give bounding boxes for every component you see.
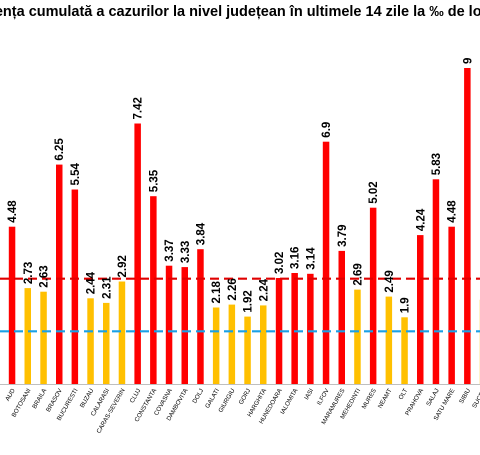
data-label: 2.31 <box>101 276 113 299</box>
tick-label: BUZAU <box>79 388 96 410</box>
tick-label: SALAJ <box>425 388 441 408</box>
data-label: 3.16 <box>290 247 302 269</box>
bar-constanta <box>150 196 157 384</box>
bar-maramures <box>338 250 345 384</box>
data-label: 2.24 <box>258 278 270 301</box>
bar-satu-mare <box>448 226 455 384</box>
data-label: 4.48 <box>7 200 19 223</box>
bar-neamt <box>385 296 393 384</box>
data-label: 2.18 <box>211 281 223 304</box>
bar-mures <box>369 207 377 384</box>
data-label: 9 <box>462 58 474 64</box>
data-label: 2.69 <box>353 263 365 285</box>
bar-iasi <box>307 273 314 384</box>
bar-ilfov <box>322 141 330 384</box>
bar-calarasi <box>103 302 110 384</box>
bar-botosani <box>24 288 31 384</box>
data-label: 3.79 <box>337 225 349 247</box>
bar-olt <box>401 317 408 384</box>
bar-harghita <box>260 305 267 384</box>
data-label: 3.02 <box>274 252 286 274</box>
data-label: 2.73 <box>23 262 35 284</box>
chart-title: dența cumulată a cazurilor la nivel jude… <box>0 4 480 20</box>
data-label: 2.44 <box>86 271 98 294</box>
tick-label: MURES <box>361 388 378 411</box>
bar-dambovita <box>181 267 188 384</box>
data-label: 1.92 <box>243 290 255 312</box>
data-label: 1.9 <box>400 297 412 313</box>
tick-label: NEAMT <box>377 387 394 409</box>
bar-braila <box>40 291 47 384</box>
tick-label: AUD <box>4 387 17 402</box>
bar-sibiu <box>464 68 471 384</box>
data-label: 3.84 <box>196 222 208 245</box>
bar-bucuresti <box>71 189 79 384</box>
tick-label: ILFOV <box>316 387 331 407</box>
bar-brasov <box>56 164 63 384</box>
bar-giurgiu <box>228 304 236 384</box>
bar-dolj <box>197 249 204 384</box>
tick-label: GALATI <box>204 387 221 409</box>
tick-label: SIBIU <box>458 388 472 406</box>
data-label: 2.63 <box>39 265 51 287</box>
data-label: 5.54 <box>70 163 82 186</box>
data-label: 3.33 <box>180 241 192 263</box>
bar-gorj <box>244 316 251 384</box>
bar-bistrita-nasaud <box>8 226 16 384</box>
data-label: 6.25 <box>54 138 66 161</box>
bar-ialomita <box>291 273 298 384</box>
bar-covasna <box>165 265 173 384</box>
tick-label: GORJ <box>238 388 253 406</box>
tick-label: IASI <box>303 387 315 401</box>
bar-caras-severin <box>118 281 126 384</box>
data-label: 2.92 <box>117 255 129 277</box>
tick-label: SUCEA <box>471 387 480 410</box>
data-label: 2.49 <box>384 270 396 292</box>
tick-label: DOLJ <box>191 388 205 405</box>
data-label: 5.83 <box>431 153 443 175</box>
data-label: 4.24 <box>415 208 427 231</box>
data-label: 7.42 <box>133 97 145 119</box>
tick-label: OLT <box>397 387 409 401</box>
data-label: 3.14 <box>305 247 317 270</box>
data-label: 2.26 <box>227 278 239 300</box>
bar-cluj <box>134 123 141 384</box>
data-label: 3.37 <box>164 239 176 261</box>
data-label: 4.48 <box>447 200 459 223</box>
bar-galati <box>212 307 220 384</box>
tick-label: CLUJ <box>129 388 143 405</box>
data-label: 6.9 <box>321 122 333 138</box>
bar-prahova <box>417 235 424 384</box>
bar-mehedinti <box>354 289 361 384</box>
bar-salaj <box>432 179 440 384</box>
bar-buzau <box>87 298 94 384</box>
data-label: 5.02 <box>368 181 380 203</box>
data-label: 5.35 <box>148 169 160 192</box>
bar-hunedoara <box>275 278 283 384</box>
